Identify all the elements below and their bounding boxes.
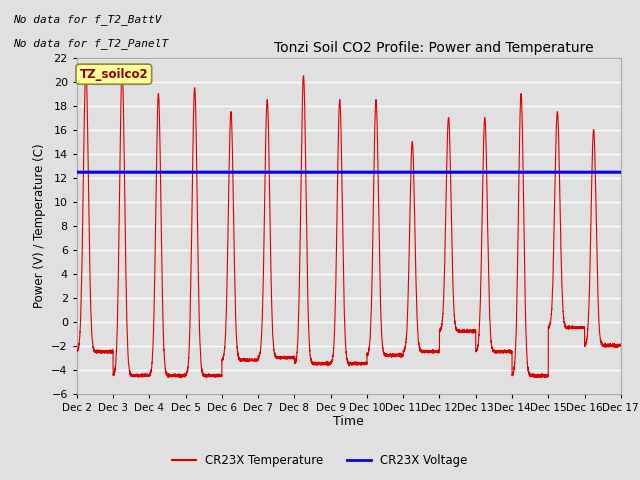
Y-axis label: Power (V) / Temperature (C): Power (V) / Temperature (C) — [33, 144, 45, 308]
Text: No data for f_T2_BattV: No data for f_T2_BattV — [13, 14, 161, 25]
Text: Tonzi Soil CO2 Profile: Power and Temperature: Tonzi Soil CO2 Profile: Power and Temper… — [274, 41, 593, 55]
Legend: CR23X Temperature, CR23X Voltage: CR23X Temperature, CR23X Voltage — [168, 449, 472, 472]
X-axis label: Time: Time — [333, 415, 364, 429]
Text: No data for f_T2_PanelT: No data for f_T2_PanelT — [13, 38, 168, 49]
Text: TZ_soilco2: TZ_soilco2 — [79, 68, 148, 81]
